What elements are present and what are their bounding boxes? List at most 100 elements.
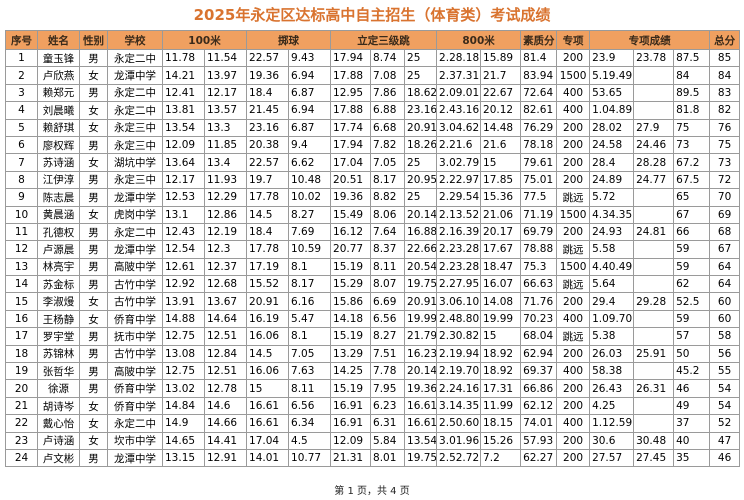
table-cell: 14.21 [162, 66, 205, 85]
table-cell: 16 [5, 309, 38, 329]
table-cell: 12.37 [203, 257, 248, 277]
title: 2025年永定区达标高中自主招生（体育类）考试成绩 [193, 6, 551, 24]
table-cell: 黄晨涵 [37, 205, 80, 224]
table-cell: 5.72 [589, 188, 635, 207]
table-cell: 8.17 [370, 170, 406, 190]
table-cell: 54 [709, 379, 741, 398]
table-cell: 14.01 [246, 448, 290, 468]
table-cell [633, 83, 675, 103]
table-cell [633, 205, 675, 224]
table-cell: 40 [673, 431, 711, 450]
table-cell: 19.75 [404, 275, 438, 294]
table-cell: 7 [5, 153, 38, 172]
table-cell: 17 [5, 327, 38, 346]
table-cell: 47 [709, 431, 741, 450]
table-cell: 84 [709, 66, 741, 85]
table-cell: 75 [709, 135, 741, 155]
table-cell: 24.89 [589, 170, 635, 190]
table-cell: 张哲华 [37, 362, 80, 381]
table-cell: 高陂中学 [107, 257, 163, 277]
table-cell: 20.12 [480, 101, 522, 120]
table-cell: 11.99 [480, 396, 522, 416]
table-cell: 7.05 [370, 153, 406, 172]
table-cell: 2.37.31 [436, 66, 482, 85]
table-cell [633, 257, 675, 277]
column-header: 学校 [107, 30, 163, 50]
table-cell: 7.2 [480, 448, 522, 468]
table-row: 21 胡诗岑女侨育中学 14.84 14.6 16.61 6.56 16.91 6.23 16.… [5, 396, 741, 416]
table-cell: 11.93 [203, 170, 248, 190]
table-cell: 12.54 [162, 240, 205, 259]
table-cell: 75 [673, 118, 711, 137]
table-cell: 男 [79, 83, 108, 103]
table-cell: 21.06 [480, 205, 522, 224]
table-cell: 2.23.28 [436, 257, 482, 277]
table-cell: 永定二中 [107, 48, 163, 68]
table-cell: 女 [79, 414, 108, 433]
table-cell: 11 [5, 222, 38, 242]
table-cell: 12.68 [203, 275, 248, 294]
table-cell: 7.78 [370, 362, 406, 381]
table-cell: 26.43 [589, 379, 635, 398]
table-cell: 52 [709, 414, 741, 433]
table-cell: 400 [556, 362, 591, 381]
table-cell [633, 66, 675, 85]
column-header: 100米 [161, 30, 248, 50]
table-cell: 16.61 [404, 414, 438, 433]
table-cell: 2.30.82 [436, 327, 482, 346]
table-cell [633, 309, 675, 329]
table-cell: 龙潭中学 [107, 448, 163, 468]
table-cell: 15 [480, 327, 522, 346]
table-cell: 200 [556, 448, 591, 468]
table-cell: 抚市中学 [107, 327, 163, 346]
table-cell: 17.31 [480, 379, 522, 398]
table-cell: 15.52 [246, 275, 290, 294]
table-cell: 8.07 [370, 275, 406, 294]
table-cell: 400 [556, 414, 591, 433]
table-cell: 14.41 [203, 431, 248, 450]
table-cell: 2.52.72 [436, 448, 482, 468]
table-cell: 82 [709, 101, 741, 120]
table-cell: 59 [673, 240, 711, 259]
table-cell: 6.31 [370, 414, 406, 433]
table-cell: 30.48 [633, 431, 675, 450]
table-cell: 3.04.62 [436, 118, 482, 137]
table-cell: 17.94 [330, 48, 372, 68]
table-cell: 20.17 [480, 222, 522, 242]
table-cell: 6.94 [288, 66, 332, 85]
table-cell: 男 [79, 170, 108, 190]
table-cell: 6.56 [288, 396, 332, 416]
table-cell: 1.12.59 [589, 414, 635, 433]
table-cell: 8 [5, 170, 38, 190]
table-cell: 2.19.70 [436, 362, 482, 381]
table-cell [633, 101, 675, 120]
table-cell: 60 [709, 292, 741, 311]
table-cell: 69.37 [520, 362, 558, 381]
table-cell: 15 [246, 379, 290, 398]
table-cell: 男 [79, 379, 108, 398]
table-cell: 18.62 [404, 83, 438, 103]
table-cell: 女 [79, 101, 108, 120]
table-row: 24 卢文彬男龙潭中学 13.15 12.91 14.01 10.77 21.31 8.01 1… [5, 448, 741, 468]
table-cell: 6.87 [288, 118, 332, 137]
table-cell: 37 [673, 414, 711, 433]
table-row: 7 苏诗涵女湖坑中学 13.64 13.4 22.57 6.62 17.04 7.05 25 3.… [5, 153, 741, 172]
table-cell: 孔德权 [37, 222, 80, 242]
table-cell: 23 [5, 431, 38, 450]
table-row: 11 孔德权男永定二中 12.43 12.19 18.4 7.69 16.12 7.64 16.… [5, 222, 741, 242]
table-cell: 77.5 [520, 188, 558, 207]
table-row: 14 苏金标男古竹中学 12.92 12.68 15.52 8.17 15.29 8.07 19… [5, 275, 741, 294]
table-cell [633, 362, 675, 381]
table-cell: 2.50.60 [436, 414, 482, 433]
table-cell: 66 [673, 222, 711, 242]
table-cell: 10.77 [288, 448, 332, 468]
table-cell: 200 [556, 222, 591, 242]
column-header: 素质分 [520, 30, 558, 50]
table-cell: 83.94 [520, 66, 558, 85]
column-header: 立定三级跳 [330, 30, 438, 50]
table-cell: 16.07 [480, 275, 522, 294]
page-footer: 第 1 页，共 4 页 [334, 486, 410, 497]
table-cell: 55 [709, 362, 741, 381]
table-cell: 2.28.18 [436, 48, 482, 68]
